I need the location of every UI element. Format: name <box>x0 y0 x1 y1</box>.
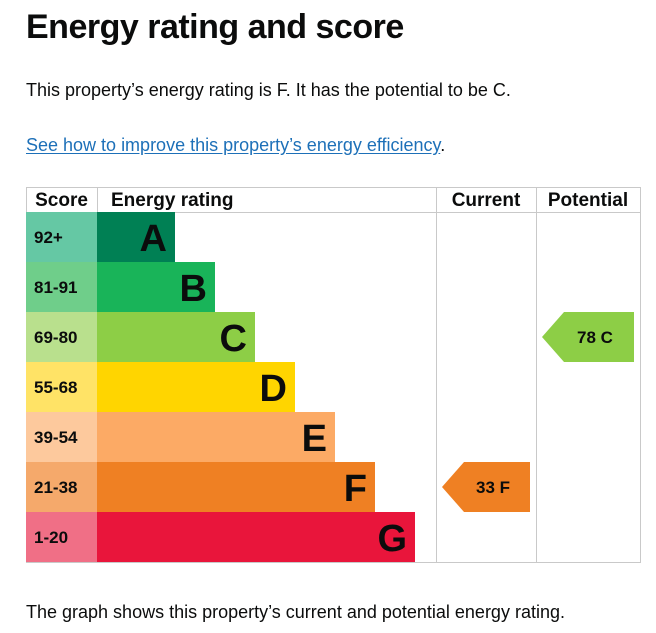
score-range-label: 39-54 <box>34 428 78 447</box>
score-cell <box>26 212 97 262</box>
rating-letter: F <box>344 468 367 510</box>
rating-letter: G <box>377 518 407 560</box>
header-current: Current <box>452 190 521 211</box>
rating-letter: A <box>140 218 167 260</box>
score-cell <box>26 262 97 312</box>
current-rating-label: 33 F <box>476 478 510 497</box>
energy-rating-summary: This property’s energy rating is F. It h… <box>26 80 511 100</box>
improve-link-line: See how to improve this property’s energ… <box>26 133 445 157</box>
header-score: Score <box>35 190 88 211</box>
score-range-label: 1-20 <box>34 528 68 547</box>
potential-rating-arrow <box>542 312 634 362</box>
rating-bar-a <box>97 212 175 262</box>
rating-bar-b <box>97 262 215 312</box>
improve-link-suffix: . <box>440 135 446 155</box>
rating-letter: D <box>260 368 287 410</box>
potential-rating-label: 78 C <box>577 328 613 347</box>
score-range-label: 55-68 <box>34 378 77 397</box>
current-rating-arrow <box>442 462 530 512</box>
rating-letter: C <box>220 318 247 360</box>
rating-bands: 92+ A 81-91 B 69-80 C 55-68 D 39-54 E 21-38 F 1-20 G <box>26 212 415 562</box>
rating-bar-d <box>97 362 295 412</box>
score-range-label: 69-80 <box>34 328 77 347</box>
score-cell <box>26 412 97 462</box>
score-cell <box>26 362 97 412</box>
rating-letter: B <box>180 268 207 310</box>
header-energy-rating: Energy rating <box>111 190 233 211</box>
score-range-label: 81-91 <box>34 278 77 297</box>
rating-letter: E <box>302 418 327 460</box>
rating-bar-c <box>97 312 255 362</box>
score-cell <box>26 512 97 562</box>
score-range-label: 92+ <box>34 228 63 247</box>
rating-markers: 33 F 78 C <box>442 312 634 512</box>
score-range-label: 21-38 <box>34 478 77 497</box>
improve-efficiency-link[interactable]: See how to improve this property’s energ… <box>26 135 441 155</box>
rating-bar-g <box>97 512 415 562</box>
chart-header-row: Score Energy rating Current Potential <box>35 190 628 211</box>
rating-bar-e <box>97 412 335 462</box>
score-cell <box>26 312 97 362</box>
graph-description: The graph shows this property’s current … <box>26 602 565 622</box>
page-title: Energy rating and score <box>26 8 404 46</box>
score-cell <box>26 462 97 512</box>
rating-bar-f <box>97 462 375 512</box>
header-potential: Potential <box>548 190 628 211</box>
